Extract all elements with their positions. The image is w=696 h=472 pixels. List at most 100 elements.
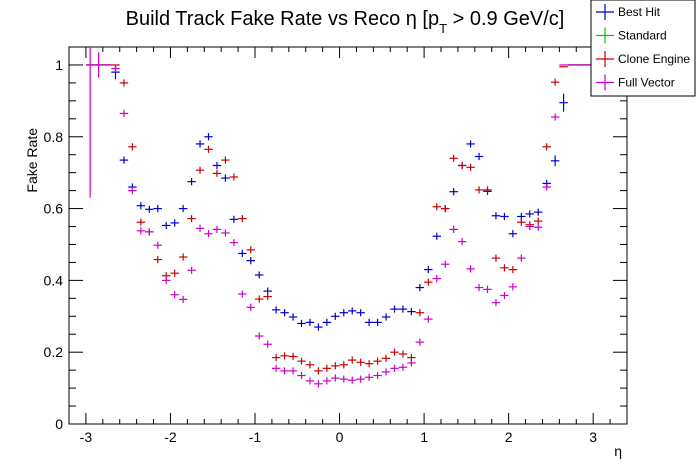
chart-title-main: Build Track Fake Rate vs Reco η [p: [126, 8, 439, 30]
data-point: [314, 367, 323, 375]
data-point: [525, 210, 534, 218]
legend-label: Full Vector: [618, 76, 675, 90]
legend-entry-clone-engine: Clone Engine: [596, 51, 690, 67]
data-point: [508, 230, 518, 238]
data-point: [542, 143, 551, 151]
data-point: [271, 364, 281, 372]
data-point: [407, 308, 416, 316]
data-point: [170, 269, 179, 277]
x-tick-label: -2: [164, 429, 177, 445]
data-point: [534, 208, 543, 216]
data-point: [305, 318, 315, 326]
data-point: [212, 161, 222, 170]
data-point: [474, 186, 484, 194]
x-tick-label: 0: [336, 429, 344, 445]
data-point: [542, 183, 551, 191]
x-axis-label: η: [614, 443, 622, 459]
data-point: [390, 364, 399, 372]
data-point: [280, 352, 289, 360]
data-point: [381, 313, 391, 321]
data-point: [415, 309, 425, 317]
data-point: [390, 305, 399, 313]
data-point: [204, 230, 213, 238]
data-point: [136, 227, 146, 235]
data-point: [432, 232, 441, 240]
data-point: [398, 350, 408, 358]
data-point: [449, 154, 458, 162]
data-point: [407, 359, 416, 367]
data-point: [500, 291, 509, 300]
data-point: [178, 253, 188, 261]
data-point: [534, 223, 543, 231]
data-point: [153, 241, 162, 249]
data-point: [356, 358, 365, 366]
y-tick-label: 0.8: [44, 129, 64, 145]
data-point: [491, 212, 501, 220]
data-point: [204, 133, 213, 141]
data-point: [271, 353, 281, 362]
data-point: [398, 305, 408, 313]
data-point: [204, 145, 213, 153]
data-point: [246, 257, 255, 265]
data-point: [280, 309, 289, 317]
data-point: [238, 215, 247, 223]
legend-entry-full-vector: Full Vector: [596, 74, 675, 91]
data-point: [297, 319, 306, 328]
data-point: [491, 254, 501, 262]
data-point: [500, 264, 509, 272]
data-point: [441, 260, 450, 268]
x-tick-label: 2: [505, 429, 513, 445]
data-point: [331, 312, 340, 320]
legend-label: Clone Engine: [618, 52, 690, 66]
data-point: [500, 212, 509, 221]
data-point: [229, 215, 239, 223]
data-point: [322, 377, 332, 385]
data-point: [331, 362, 340, 370]
data-point: [339, 309, 348, 317]
data-point: [364, 373, 374, 381]
data-point: [364, 318, 374, 326]
chart-title-rest: > 0.9 GeV/c]: [447, 8, 564, 30]
data-point: [449, 225, 458, 233]
data-point: [246, 246, 255, 254]
data-point: [221, 229, 230, 237]
data-point: [153, 204, 162, 213]
data-point: [187, 266, 196, 274]
y-tick-label: 1: [55, 57, 63, 73]
data-point: [238, 290, 247, 298]
data-point: [398, 363, 408, 371]
x-tick-label: 3: [589, 429, 597, 445]
data-point: [288, 313, 298, 321]
data-point: [119, 109, 129, 118]
data-point: [432, 203, 441, 211]
data-point: [373, 357, 382, 365]
data-point: [195, 224, 205, 232]
data-point: [128, 143, 137, 151]
data-point: [415, 338, 425, 346]
data-point: [119, 79, 129, 87]
data-point: [466, 140, 475, 148]
data-point: [288, 367, 298, 375]
data-point: [263, 340, 272, 348]
data-point: [128, 187, 137, 195]
data-point: [356, 375, 365, 383]
data-point: [178, 295, 188, 304]
data-point: [348, 356, 357, 364]
data-point: [322, 364, 332, 372]
data-point: [255, 332, 264, 340]
data-point: [525, 222, 534, 231]
data-point: [136, 218, 146, 226]
legend-entry-best-hit: Best Hit: [596, 4, 661, 20]
data-point: [229, 239, 239, 247]
data-point: [195, 140, 205, 148]
data-point: [221, 156, 230, 164]
data-point: [94, 52, 103, 78]
x-tick-label: 1: [420, 429, 428, 445]
data-point: [314, 323, 323, 331]
data-point: [424, 278, 433, 286]
data-point: [348, 307, 357, 315]
data-point: [415, 283, 425, 292]
data-point: [246, 303, 255, 311]
data-point: [212, 225, 222, 233]
data-point: [508, 266, 518, 274]
